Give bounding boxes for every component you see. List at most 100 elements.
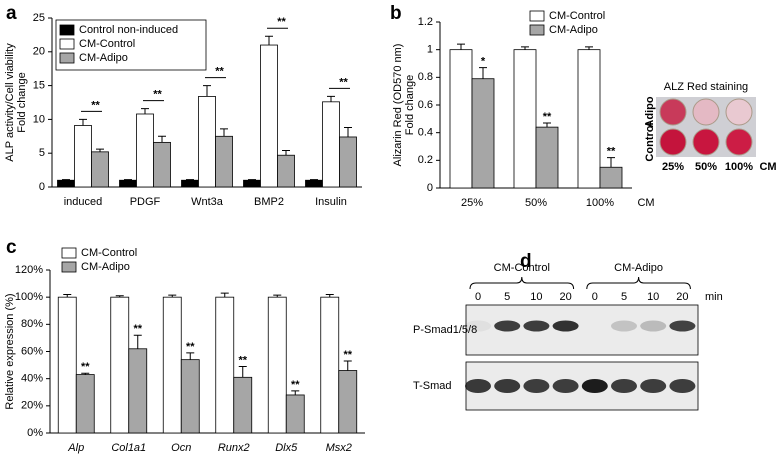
legend-swatch — [61, 247, 77, 259]
legend-frame — [55, 19, 207, 71]
y-tick-label: 15 — [33, 80, 45, 92]
x-axis-label: CM — [637, 197, 654, 209]
well — [725, 128, 753, 156]
blot-band — [611, 320, 637, 332]
lane-time: 10 — [530, 291, 542, 303]
x-tick-label: Insulin — [315, 196, 347, 208]
lane-time: 20 — [676, 291, 688, 303]
bar — [471, 78, 495, 189]
legend-label: CM-Control — [549, 10, 605, 22]
inset-title: ALZ Red staining — [664, 81, 748, 93]
y-tick-label: 20 — [33, 46, 45, 58]
legend-label: Control non-induced — [79, 24, 178, 36]
y-axis-label: ALP activity/Cell viability — [4, 43, 16, 162]
panel-letter: a — [6, 3, 17, 24]
y-tick-label: 1.2 — [418, 16, 433, 28]
bar — [74, 125, 92, 188]
blot-band — [523, 320, 550, 332]
error-bar — [457, 43, 465, 50]
lane-time: 0 — [475, 291, 481, 303]
bar — [449, 49, 473, 189]
y-tick-label: 25 — [33, 12, 45, 24]
significance-label: ** — [291, 379, 300, 391]
y-axis-label: Fold change — [16, 72, 28, 133]
error-bar — [79, 118, 87, 126]
panel-letter: c — [6, 237, 17, 258]
bar — [162, 296, 182, 434]
lane-time: 5 — [621, 291, 627, 303]
y-tick-label: 0% — [27, 427, 43, 439]
bar — [339, 136, 357, 188]
significance-label: ** — [133, 323, 142, 335]
error-bar — [479, 67, 487, 79]
bar — [215, 135, 233, 188]
error-bar — [344, 127, 352, 137]
bar — [57, 179, 75, 188]
well — [725, 98, 753, 126]
error-bar — [141, 108, 149, 114]
well — [692, 98, 720, 126]
y-axis-label: Fold change — [404, 75, 416, 136]
legend-swatch — [59, 38, 75, 50]
bar — [305, 179, 323, 188]
well — [692, 128, 720, 156]
x-tick-label: induced — [64, 196, 103, 208]
bar — [91, 151, 109, 188]
legend-label: CM-Control — [81, 247, 137, 259]
bar — [215, 296, 235, 434]
legend-label: CM-Adipo — [549, 24, 598, 36]
y-axis-label: Alizarin Red (OD570 nm) — [392, 44, 404, 167]
group-bracket — [469, 276, 575, 290]
bar — [136, 113, 154, 188]
legend-swatch — [59, 24, 75, 36]
y-tick-label: 5 — [39, 147, 45, 159]
significance-label: * — [481, 56, 486, 68]
y-tick-label: 0.6 — [418, 99, 433, 111]
significance-label: ** — [91, 99, 100, 111]
y-tick-label: 60% — [21, 345, 43, 357]
bar — [198, 96, 216, 188]
error-bar — [220, 128, 228, 137]
significance-label: ** — [277, 16, 286, 28]
significance-label: ** — [238, 354, 247, 366]
x-tick-label: Alp — [67, 442, 84, 454]
y-tick-label: 0.4 — [418, 127, 433, 139]
y-tick-label: 1 — [427, 44, 433, 56]
blot-band — [552, 379, 579, 393]
x-tick-label: Wnt3a — [191, 196, 224, 208]
y-tick-label: 0 — [39, 181, 45, 193]
x-tick-label: Col1a1 — [111, 442, 146, 454]
time-unit: min — [705, 291, 723, 303]
bar — [181, 179, 199, 188]
error-bar — [521, 46, 529, 50]
x-tick-label: Dlx5 — [275, 442, 298, 454]
y-tick-label: 0.2 — [418, 154, 433, 166]
legend-label: CM-Control — [79, 38, 135, 50]
y-tick-label: 10 — [33, 113, 45, 125]
blot-band — [640, 320, 667, 332]
error-bar — [158, 135, 166, 143]
bar — [260, 44, 278, 188]
x-tick-label: Msx2 — [326, 442, 352, 454]
legend-label: CM-Adipo — [79, 52, 128, 64]
error-bar — [220, 292, 229, 298]
bar — [277, 154, 295, 188]
group-label: CM-Adipo — [614, 262, 663, 274]
well — [659, 98, 687, 126]
inset-row-label: Control — [644, 122, 656, 161]
blot-row-label: P-Smad1/5/8 — [413, 324, 477, 336]
bar — [153, 141, 171, 188]
error-bar — [186, 179, 194, 181]
y-tick-label: 40% — [21, 373, 43, 385]
y-tick-label: 20% — [21, 400, 43, 412]
error-bar — [168, 294, 177, 298]
x-tick-label: 50% — [525, 197, 547, 209]
error-bar — [325, 293, 334, 298]
x-tick-label: Ocn — [171, 442, 191, 454]
x-tick-label: PDGF — [130, 196, 161, 208]
bar — [577, 49, 601, 189]
legend-swatch — [59, 52, 75, 64]
blot-band — [669, 379, 696, 393]
error-bar — [585, 46, 593, 50]
